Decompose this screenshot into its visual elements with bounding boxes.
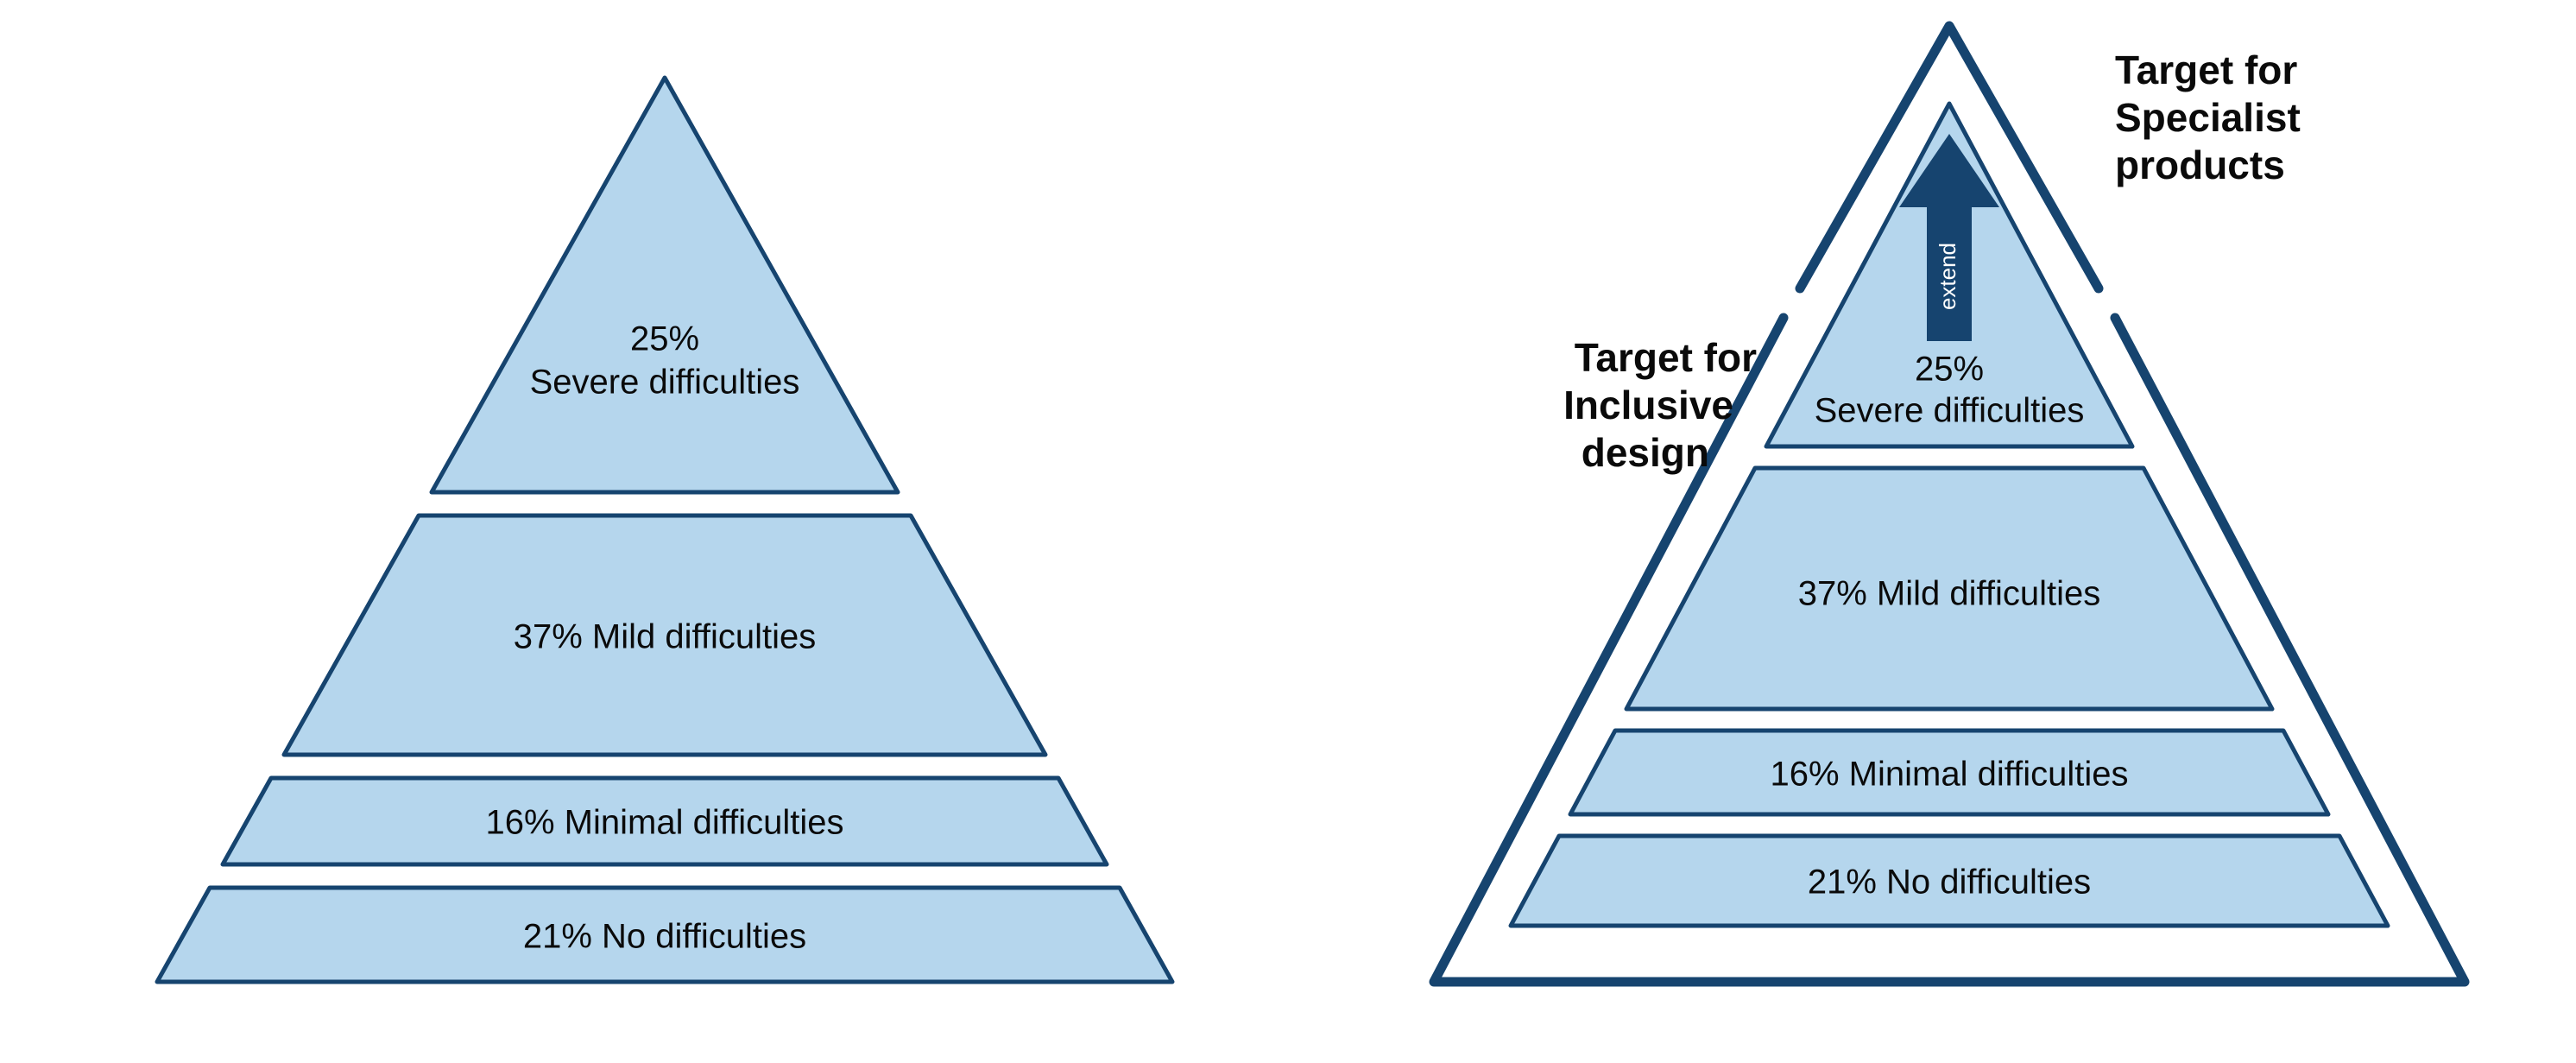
right-tier-3-line-1: 16% Minimal difficulties	[1771, 756, 2129, 794]
extend-arrow-label: extend	[1935, 243, 1960, 310]
annotation-top-line-1: Target for	[2115, 47, 2297, 92]
left-tier-1	[432, 78, 898, 492]
annotation-left-line-2: Inclusive	[1563, 383, 1733, 427]
right-pyramid: extend 25% Severe difficulties 37% Mild …	[1434, 26, 2465, 982]
annotation-top-line-2: Specialist	[2115, 95, 2301, 140]
annotation-left-line-3: design	[1582, 430, 1709, 475]
left-tier-3-line-1: 16% Minimal difficulties	[486, 804, 844, 842]
left-tier-2-line-1: 37% Mild difficulties	[514, 618, 817, 656]
annotation-left-line-1: Target for	[1575, 335, 1757, 380]
left-tier-1-line-1: 25%	[630, 320, 699, 358]
annotation-top-line-3: products	[2115, 142, 2285, 187]
right-tier-1-line-2: Severe difficulties	[1815, 392, 2085, 430]
left-tier-1-line-2: Severe difficulties	[530, 364, 800, 402]
right-tier-1-line-1: 25%	[1915, 351, 1984, 389]
right-tier-2-line-1: 37% Mild difficulties	[1798, 575, 2101, 613]
right-tier-4-line-1: 21% No difficulties	[1808, 864, 2091, 902]
left-pyramid: 25% Severe difficulties 37% Mild difficu…	[157, 78, 1172, 982]
left-tier-4-line-1: 21% No difficulties	[523, 918, 806, 956]
